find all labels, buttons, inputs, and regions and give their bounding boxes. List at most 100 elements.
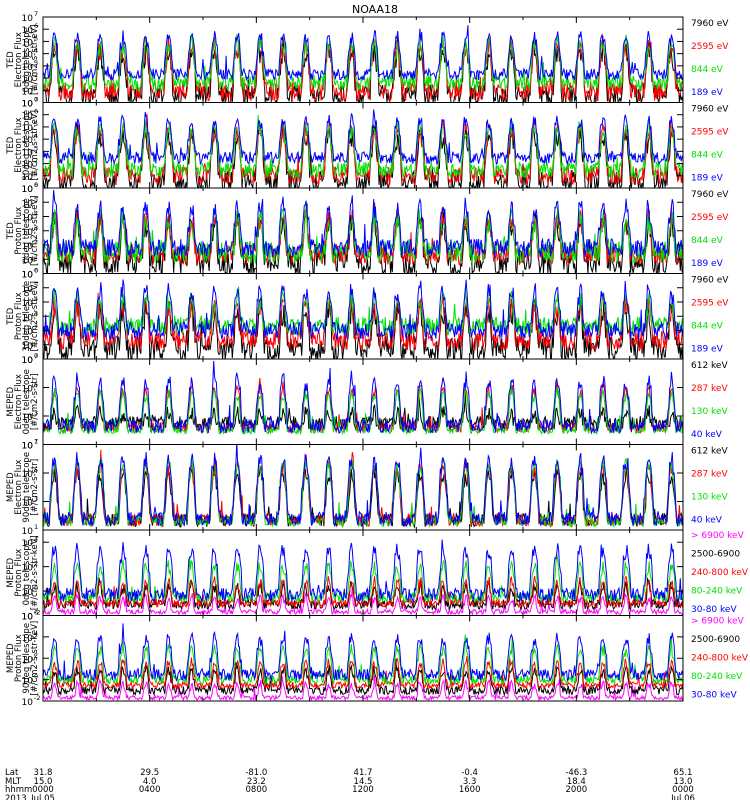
panel-2-ylabel-line-1: TED bbox=[6, 136, 16, 155]
panel-8-ylabel-line-1: MEPED bbox=[6, 643, 16, 673]
time-row-label-1: Lat bbox=[5, 768, 19, 778]
panel-3-ytick-label-5: 10 bbox=[22, 214, 34, 224]
panel-8-legend-3: 240-800 keV bbox=[691, 654, 749, 664]
panel-3-ytick-label-1: 10 bbox=[22, 271, 34, 281]
time-tick-3-row-2: 23.2 bbox=[247, 777, 266, 787]
panel-4-ytick-exp-6: 5 bbox=[34, 281, 38, 289]
panel-2-ylabel-line-4: [#/cm2-s-str-eV] bbox=[30, 110, 40, 180]
panel-3-ytick-label-6: 10 bbox=[22, 199, 34, 209]
time-tick-1-row-4: Jul 05 bbox=[30, 794, 55, 800]
panel-7-series-5 bbox=[43, 539, 683, 603]
panel-5-ytick-exp-2: 3 bbox=[34, 409, 38, 417]
panel-4-ytick-exp-4: 3 bbox=[34, 309, 38, 317]
panel-3-ytick-label-4: 10 bbox=[22, 228, 34, 238]
panel-2-legend-2: 2595 eV bbox=[691, 128, 729, 138]
panel-2-ytick-exp-4: 3 bbox=[34, 144, 38, 152]
panel-8-ylabel-line-2: Proton Flux bbox=[14, 634, 24, 682]
panel-3-series bbox=[43, 189, 683, 274]
panel-4-ytick-exp-7: 6 bbox=[34, 267, 38, 275]
time-tick-5-row-3: 1600 bbox=[459, 785, 481, 795]
panel-2-ytick-label-1: 10 bbox=[22, 185, 34, 195]
panel-5-ytick-exp-4: 7 bbox=[34, 352, 38, 360]
time-tick-4-row-1: 41.7 bbox=[354, 768, 373, 778]
panel-5-ylabel-line-1: MEPED bbox=[6, 386, 16, 416]
panel-1-ylabel-line-4: [#/cm2-s-str-eV] bbox=[30, 25, 40, 95]
time-row-label-4: 2013 bbox=[5, 794, 27, 800]
panel-1-ytick-label-6: 10 bbox=[22, 38, 34, 48]
time-tick-7-row-4: Jul 06 bbox=[670, 794, 695, 800]
panel-8-ytick-exp-5: 6 bbox=[34, 609, 38, 617]
panel-7-ytick-exp-3: 2 bbox=[34, 560, 38, 568]
panel-3-ylabel-line-3: 0deg telescope bbox=[22, 198, 32, 263]
panel-1-ytick-exp-6: 5 bbox=[34, 34, 38, 42]
panel-4-ytick-exp-5: 4 bbox=[34, 295, 38, 303]
time-row-label-2: MLT bbox=[5, 777, 22, 787]
panel-5-series-3 bbox=[43, 381, 683, 436]
time-tick-6-row-3: 2000 bbox=[566, 785, 588, 795]
panel-6-legend-4: 40 keV bbox=[691, 516, 723, 526]
panel-8-legend-4: 80-240 keV bbox=[691, 672, 743, 682]
panel-3-ytick-exp-2: 1 bbox=[34, 252, 38, 260]
panel-8-ytick-label-2: 10 bbox=[22, 677, 34, 687]
panel-6-legend-2: 287 keV bbox=[691, 470, 728, 480]
panel-4-ytick-label-2: 10 bbox=[22, 342, 34, 352]
panel-4-ytick-label-4: 10 bbox=[22, 313, 34, 323]
panel-5-legend-4: 40 keV bbox=[691, 430, 723, 440]
panel-8-ylabel-line-3: 90deg telescope bbox=[22, 623, 32, 694]
time-row-label-3: hhmm bbox=[5, 785, 32, 795]
panel-3-series-3 bbox=[43, 205, 683, 265]
panel-4-ytick-label-3: 10 bbox=[22, 328, 34, 338]
panel-4-ylabel-line-4: [#/cm2-s-str-eV] bbox=[30, 281, 40, 351]
panel-7-legend-3: 240-800 keV bbox=[691, 568, 749, 578]
panel-2-ytick-label-8: 10 bbox=[22, 100, 34, 110]
panel-8-legend-1: > 6900 keV bbox=[691, 617, 745, 627]
panel-3-ylabel-line-1: TED bbox=[6, 222, 16, 241]
panel-6-series bbox=[43, 444, 683, 529]
panel-6-legend-1: 612 keV bbox=[691, 447, 728, 457]
panel-8-ytick-exp-3: 2 bbox=[34, 651, 38, 659]
panel-5-ylabel-line-3: 0deg telescope bbox=[22, 369, 32, 434]
time-tick-6-row-1: -46.3 bbox=[565, 768, 587, 778]
time-tick-2-row-3: 0400 bbox=[139, 785, 161, 795]
panel-3-ylabel-line-4: [#/cm2-s-str-eV] bbox=[30, 196, 40, 266]
panel-5-ytick-exp-3: 5 bbox=[34, 381, 38, 389]
panel-2-ytick-exp-2: 1 bbox=[34, 169, 38, 177]
panel-4-ylabel-line-1: TED bbox=[6, 307, 16, 326]
time-tick-3-row-3: 0800 bbox=[246, 785, 268, 795]
panel-7-ytick-exp-1: -2 bbox=[34, 609, 40, 617]
panel-6-ytick-label-4: 10 bbox=[22, 442, 34, 452]
time-tick-2-row-1: 29.5 bbox=[140, 768, 159, 778]
panel-1-ytick-exp-3: 2 bbox=[34, 71, 38, 79]
panel-7-series-4 bbox=[43, 553, 683, 604]
panel-5-ylabel-line-4: [#/cm2-s-str] bbox=[30, 373, 40, 430]
panel-5-ytick-label-2: 10 bbox=[22, 413, 34, 423]
panel-3-ytick-exp-7: 6 bbox=[34, 181, 38, 189]
panel-6-legend-3: 130 keV bbox=[691, 493, 728, 503]
panel-8-ytick-label-5: 10 bbox=[22, 613, 34, 623]
panel-2-series bbox=[43, 109, 683, 188]
time-tick-5-row-2: 3.3 bbox=[463, 777, 477, 787]
panel-2-ytick-exp-5: 4 bbox=[34, 132, 38, 140]
time-tick-7-row-3: 0000 bbox=[672, 785, 694, 795]
panel-5-ytick-exp-1: 1 bbox=[34, 438, 38, 446]
panel-3-legend-3: 844 eV bbox=[691, 236, 724, 246]
panel-3-ytick-exp-4: 3 bbox=[34, 224, 38, 232]
panel-5-ytick-label-3: 10 bbox=[22, 385, 34, 395]
panel-6-series-4 bbox=[43, 444, 683, 528]
panel-8-series-3 bbox=[43, 656, 683, 691]
panel-7-series bbox=[43, 539, 683, 616]
panel-8-ytick-exp-2: 0 bbox=[34, 673, 38, 681]
panel-3-ytick-exp-5: 4 bbox=[34, 210, 38, 218]
panel-7-ytick-exp-2: 0 bbox=[34, 584, 38, 592]
panel-7-ytick-label-1: 10 bbox=[22, 613, 34, 623]
panel-8-legend-5: 30-80 keV bbox=[691, 691, 737, 701]
panel-7-ytick-label-4: 10 bbox=[22, 539, 34, 549]
